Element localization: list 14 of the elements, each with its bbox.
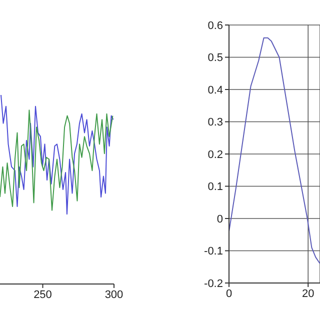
- x-tick-label: 250: [34, 288, 52, 301]
- x-tick-label: 300: [104, 288, 124, 301]
- y-tick-label: -0.1: [204, 246, 223, 258]
- y-tick-label: 0.5: [208, 52, 223, 64]
- y-tick-label: 0.1: [208, 181, 223, 194]
- x-tick-label: 20: [302, 288, 314, 300]
- y-tick-label: 0.4: [208, 84, 223, 96]
- y-tick-label: 0.3: [208, 116, 223, 129]
- y-tick-label: 0.2: [208, 148, 223, 161]
- y-tick-label: -0.2: [204, 278, 223, 290]
- line-series: [229, 37, 320, 264]
- y-tick-label: 0.6: [208, 20, 223, 32]
- y-tick-label: 0: [216, 213, 223, 226]
- x-tick-label: 0: [226, 288, 232, 300]
